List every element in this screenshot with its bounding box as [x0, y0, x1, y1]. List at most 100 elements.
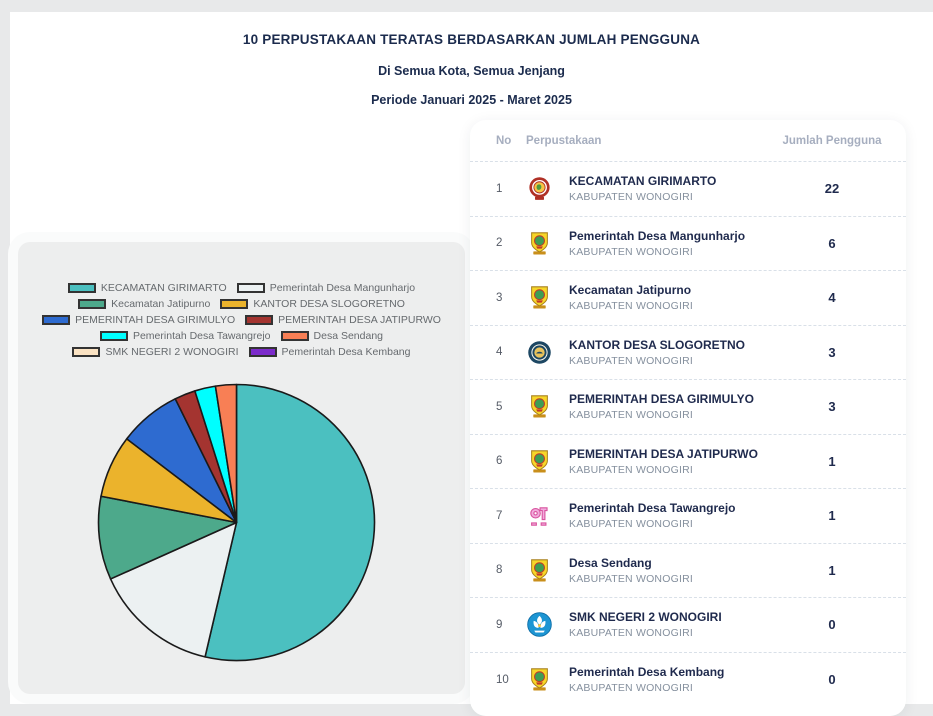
- row-number: 4: [496, 346, 503, 359]
- library-name: KANTOR DESA SLOGORETNO: [569, 337, 746, 352]
- legend-item[interactable]: Desa Sendang: [280, 330, 384, 342]
- legend-label: Pemerintah Desa Kembang: [281, 346, 411, 358]
- column-header-users: Jumlah Pengguna: [782, 134, 882, 147]
- legend-label: SMK NEGERI 2 WONOGIRI: [105, 346, 239, 358]
- library-cell: KECAMATAN GIRIMARTO KABUPATEN WONOGIRI: [526, 174, 776, 203]
- library-name: Pemerintah Desa Mangunharjo: [569, 228, 746, 243]
- library-region: KABUPATEN WONOGIRI: [569, 409, 693, 422]
- legend-label: PEMERINTAH DESA JATIPURWO: [278, 314, 441, 326]
- user-count: 1: [828, 508, 836, 524]
- wonogiri-shield-icon: [526, 230, 553, 257]
- top-libraries-table: No Perpustakaan Jumlah Pengguna 1 KECAMAT…: [470, 120, 906, 716]
- row-number: 9: [496, 618, 503, 631]
- legend-item[interactable]: Pemerintah Desa Tawangrejo: [99, 330, 271, 342]
- wonogiri-shield-icon: [526, 666, 553, 693]
- user-count: 1: [828, 453, 836, 469]
- legend-swatch: [245, 315, 274, 325]
- pie-legend: KECAMATAN GIRIMARTO Pemerintah Desa Mangu…: [18, 282, 465, 358]
- pie-slice[interactable]: [214, 383, 238, 524]
- legend-swatch: [67, 283, 96, 293]
- legend-item[interactable]: PEMERINTAH DESA JATIPURWO: [245, 314, 441, 326]
- user-count: 22: [824, 181, 840, 197]
- library-cell: PEMERINTAH DESA GIRIMULYO KABUPATEN WONOG…: [526, 392, 776, 421]
- page-title: 10 PERPUSTAKAAN TERATAS BERDASARKAN JUML…: [242, 32, 701, 47]
- library-region: KABUPATEN WONOGIRI: [569, 463, 693, 476]
- row-number: 6: [496, 455, 503, 468]
- library-cell: Desa Sendang KABUPATEN WONOGIRI: [526, 556, 776, 585]
- library-cell: KANTOR DESA SLOGORETNO KABUPATEN WONOGIRI: [526, 338, 776, 367]
- legend-label: Kecamatan Jatipurno: [111, 298, 211, 310]
- library-name: Pemerintah Desa Tawangrejo: [569, 501, 736, 516]
- legend-row: PEMERINTAH DESA GIRIMULYO PEMERINTAH DESA…: [18, 314, 465, 326]
- library-cell: Kecamatan Jatipurno KABUPATEN WONOGIRI: [526, 283, 776, 312]
- legend-swatch: [78, 299, 107, 309]
- page-period: Periode Januari 2025 - Maret 2025: [371, 93, 572, 107]
- table-row[interactable]: 3 Kecamatan Jatipurno KABUPATEN WONOGIRI 4: [470, 271, 906, 326]
- pie-chart[interactable]: [84, 370, 389, 675]
- legend-swatch: [280, 331, 309, 341]
- library-region: KABUPATEN WONOGIRI: [569, 245, 693, 258]
- legend-row: Pemerintah Desa Tawangrejo Desa Sendang: [18, 330, 465, 342]
- table-row[interactable]: 8 Desa Sendang KABUPATEN WONOGIRI 1: [470, 544, 906, 598]
- library-name: Pemerintah Desa Kembang: [569, 665, 725, 680]
- table-row[interactable]: 2 Pemerintah Desa Mangunharjo KABUPATEN WO…: [470, 217, 906, 271]
- legend-item[interactable]: Pemerintah Desa Kembang: [248, 346, 411, 358]
- library-name: KECAMATAN GIRIMARTO: [569, 174, 717, 189]
- user-count: 0: [828, 617, 836, 633]
- report-header: 10 PERPUSTAKAAN TERATAS BERDASARKAN JUML…: [10, 32, 933, 107]
- table-row[interactable]: 5 PEMERINTAH DESA GIRIMULYO KABUPATEN WONO…: [470, 380, 906, 435]
- table-row[interactable]: 7 Pemerintah Desa Tawangrejo KABUPATEN WON…: [470, 489, 906, 544]
- row-number: 7: [496, 509, 503, 522]
- library-cell: SMK NEGERI 2 WONOGIRI KABUPATEN WONOGIRI: [526, 610, 776, 639]
- smk-emblem-icon: [526, 611, 553, 638]
- pie-slice[interactable]: [97, 495, 238, 580]
- legend-item[interactable]: PEMERINTAH DESA GIRIMULYO: [42, 314, 235, 326]
- legend-item[interactable]: Kecamatan Jatipurno: [78, 298, 210, 310]
- legend-swatch: [220, 299, 249, 309]
- legend-swatch: [99, 331, 128, 341]
- table-row[interactable]: 10 Pemerintah Desa Kembang KABUPATEN WONOG…: [470, 653, 906, 708]
- legend-swatch: [42, 315, 71, 325]
- library-name: PEMERINTAH DESA GIRIMULYO: [569, 392, 754, 407]
- library-name: Kecamatan Jatipurno: [569, 283, 692, 298]
- legend-item[interactable]: Pemerintah Desa Mangunharjo: [236, 282, 416, 294]
- table-row[interactable]: 4 KANTOR DESA SLOGORETNO KABUPATEN WONOGIR…: [470, 326, 906, 380]
- row-number: 5: [496, 400, 503, 413]
- column-header-no: No: [496, 134, 512, 147]
- report-page: 10 PERPUSTAKAAN TERATAS BERDASARKAN JUML…: [10, 12, 933, 716]
- legend-label: PEMERINTAH DESA GIRIMULYO: [75, 314, 236, 326]
- row-number: 10: [496, 673, 509, 686]
- legend-item[interactable]: KANTOR DESA SLOGORETNO: [220, 298, 405, 310]
- library-region: KABUPATEN WONOGIRI: [569, 572, 693, 585]
- user-count: 6: [828, 235, 836, 251]
- legend-row: KECAMATAN GIRIMARTO Pemerintah Desa Mangu…: [18, 282, 465, 294]
- legend-item[interactable]: SMK NEGERI 2 WONOGIRI: [72, 346, 239, 358]
- row-number: 3: [496, 291, 503, 304]
- library-region: KABUPATEN WONOGIRI: [569, 354, 693, 367]
- wonogiri-shield-icon: [526, 557, 553, 584]
- pie-slice[interactable]: [204, 383, 376, 662]
- wonogiri-shield-icon: [526, 393, 553, 420]
- user-count: 1: [828, 562, 836, 578]
- library-region: KABUPATEN WONOGIRI: [569, 627, 693, 640]
- wonogiri-shield-icon: [526, 284, 553, 311]
- table-row[interactable]: 6 PEMERINTAH DESA JATIPURWO KABUPATEN WONO…: [470, 435, 906, 489]
- legend-label: Desa Sendang: [313, 330, 384, 342]
- user-count: 3: [828, 344, 836, 360]
- table-row[interactable]: 9 SMK NEGERI 2 WONOGIRI KABUPATEN WONOGIRI…: [470, 598, 906, 653]
- library-region: KABUPATEN WONOGIRI: [569, 300, 693, 313]
- girimarto-seal-icon: [526, 175, 553, 202]
- legend-row: Kecamatan Jatipurno KANTOR DESA SLOGORETN…: [18, 298, 465, 310]
- library-cell: Pemerintah Desa Kembang KABUPATEN WONOGIR…: [526, 665, 776, 694]
- page-subtitle: Di Semua Kota, Semua Jenjang: [378, 64, 565, 78]
- legend-label: Pemerintah Desa Mangunharjo: [269, 282, 416, 294]
- slogoretno-seal-icon: [526, 339, 553, 366]
- column-header-library: Perpustakaan: [526, 134, 602, 147]
- legend-swatch: [236, 283, 265, 293]
- library-name: PEMERINTAH DESA JATIPURWO: [569, 446, 758, 461]
- wonogiri-shield-icon: [526, 448, 553, 475]
- legend-label: Pemerintah Desa Tawangrejo: [132, 330, 271, 342]
- table-row[interactable]: 1 KECAMATAN GIRIMARTO KABUPATEN WONOGIRI 22: [470, 162, 906, 217]
- legend-item[interactable]: KECAMATAN GIRIMARTO: [67, 282, 227, 294]
- pie-slice[interactable]: [109, 521, 238, 658]
